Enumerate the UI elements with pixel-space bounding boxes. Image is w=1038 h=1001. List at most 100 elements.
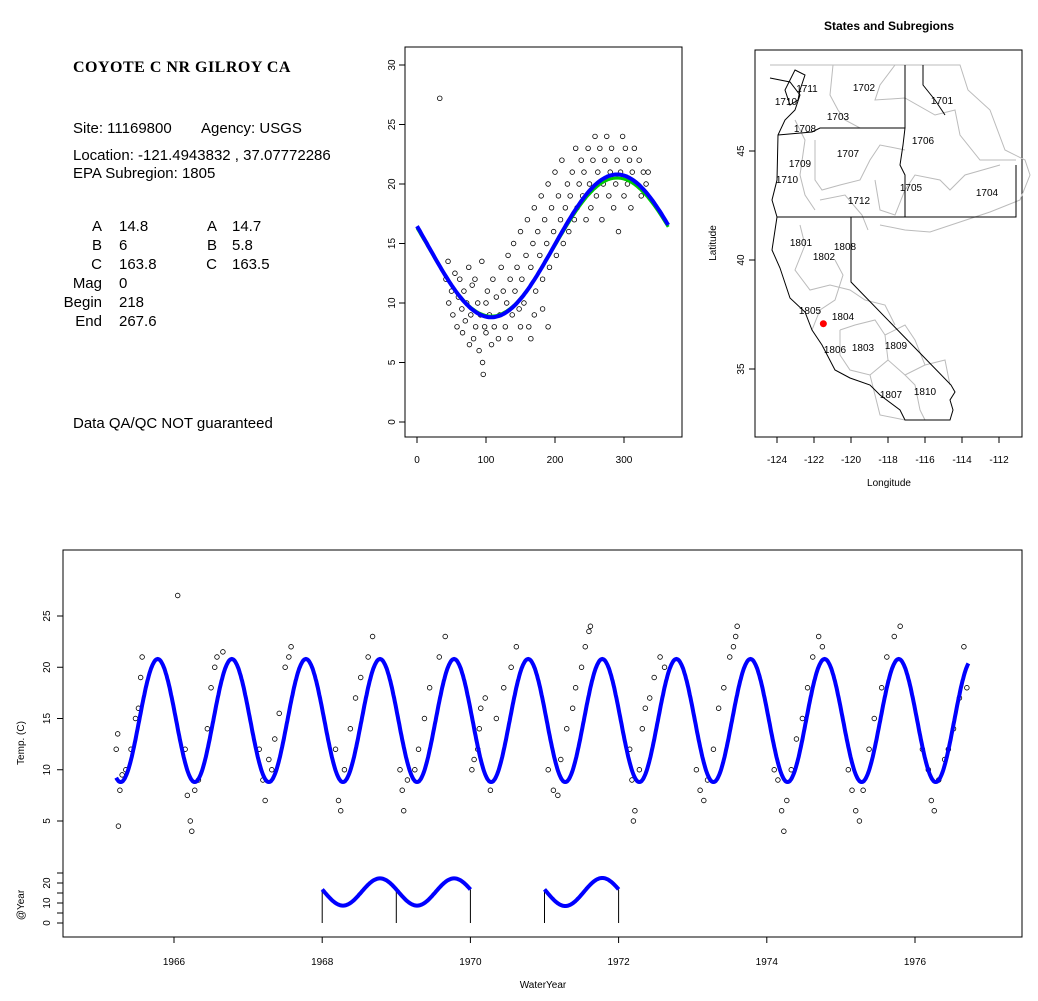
data-point <box>450 312 456 318</box>
data-point <box>532 288 539 294</box>
data-point <box>928 797 935 804</box>
ts-x-label: WaterYear <box>520 980 567 991</box>
data-point <box>697 787 703 793</box>
data-point <box>884 654 890 660</box>
data-point <box>286 654 292 660</box>
data-point <box>446 300 452 306</box>
data-point <box>113 746 119 752</box>
agency: Agency: USGS <box>201 120 302 137</box>
data-point <box>559 157 565 163</box>
data-point <box>897 623 903 629</box>
data-point <box>845 767 852 773</box>
data-point <box>457 276 463 282</box>
data-point <box>793 736 800 742</box>
data-point <box>541 216 548 223</box>
x-tick-label: -116 <box>915 455 935 466</box>
data-point <box>614 157 620 163</box>
data-point <box>491 324 497 330</box>
data-point <box>476 347 482 354</box>
data-point <box>661 664 668 670</box>
data-point <box>586 181 593 187</box>
data-point <box>212 664 218 670</box>
data-point <box>192 787 198 793</box>
data-point <box>784 797 790 804</box>
region-label-1808: 1808 <box>834 242 857 253</box>
data-point <box>721 685 727 691</box>
data-point <box>545 181 551 187</box>
data-point <box>493 294 500 300</box>
data-point <box>593 193 600 199</box>
y2-tick-label: 0 <box>42 920 53 926</box>
data-point <box>647 695 653 701</box>
data-point <box>412 767 418 773</box>
subregion-labels: 1711 1710 1702 1701 1703 1708 1706 1707 1709 1710… <box>775 83 999 401</box>
data-point <box>640 169 647 175</box>
data-point <box>452 270 458 276</box>
data-point <box>727 654 733 660</box>
x-tick-label: 1966 <box>163 957 186 968</box>
param-value: 163.8 <box>119 256 157 273</box>
y-tick-label: 10 <box>42 764 53 776</box>
region-label-1802: 1802 <box>813 252 836 263</box>
param-name: Mag <box>73 275 102 292</box>
data-point <box>516 306 522 312</box>
param-value: 14.7 <box>232 218 261 235</box>
data-point <box>732 633 739 640</box>
data-point <box>347 726 354 732</box>
ts-y2-label: @Year <box>16 889 27 920</box>
region-label-1805: 1805 <box>799 306 822 317</box>
region-label-1810: 1810 <box>914 387 937 398</box>
data-point <box>544 240 550 247</box>
location: Location: -121.4943832 , 37.07772286 <box>73 147 331 164</box>
station-title: COYOTE C NR GILROY CA <box>73 59 291 76</box>
data-point <box>132 715 139 722</box>
fit1-curve <box>415 172 670 320</box>
data-point <box>521 300 527 306</box>
data-point <box>651 674 657 681</box>
data-point <box>613 181 619 187</box>
region-label-1712: 1712 <box>848 196 871 207</box>
data-point <box>606 193 612 199</box>
data-point <box>461 288 467 294</box>
data-point <box>472 276 478 282</box>
data-point <box>466 264 472 270</box>
x-tick-label: 1974 <box>756 957 779 968</box>
data-point <box>734 623 740 629</box>
region-label-1710: 1710 <box>775 97 798 108</box>
data-point <box>553 252 560 259</box>
data-point <box>528 336 534 342</box>
data-point <box>645 169 651 175</box>
data-point <box>472 324 479 330</box>
data-point <box>509 312 515 318</box>
data-point <box>642 705 648 711</box>
data-point <box>272 736 278 742</box>
param-name: Begin <box>64 294 102 311</box>
qa-disclaimer: Data QA/QC NOT guaranteed <box>73 415 273 432</box>
region-label-1809: 1809 <box>885 341 908 352</box>
data-point <box>592 133 598 140</box>
data-point <box>528 264 534 270</box>
data-point <box>514 264 520 270</box>
data-point <box>415 746 422 752</box>
data-point <box>184 792 191 799</box>
region-label-1801: 1801 <box>790 238 813 249</box>
data-point <box>636 767 643 773</box>
data-point <box>352 695 359 701</box>
x-tick-label: 1968 <box>311 957 334 968</box>
param-name: B <box>92 237 102 254</box>
data-point <box>587 623 594 629</box>
data-point <box>566 228 572 235</box>
data-point <box>639 726 646 732</box>
region-label-1806: 1806 <box>824 345 847 356</box>
data-point <box>628 205 634 211</box>
data-point <box>466 341 473 348</box>
data-point <box>810 654 816 660</box>
data-point <box>476 726 482 732</box>
data-point <box>778 808 785 814</box>
y2-tick-label: 20 <box>42 877 53 889</box>
param-value: 6 <box>119 237 127 254</box>
y-tick-label: 15 <box>42 713 53 725</box>
subregion-boundaries <box>770 64 1031 421</box>
data-point <box>482 695 488 701</box>
